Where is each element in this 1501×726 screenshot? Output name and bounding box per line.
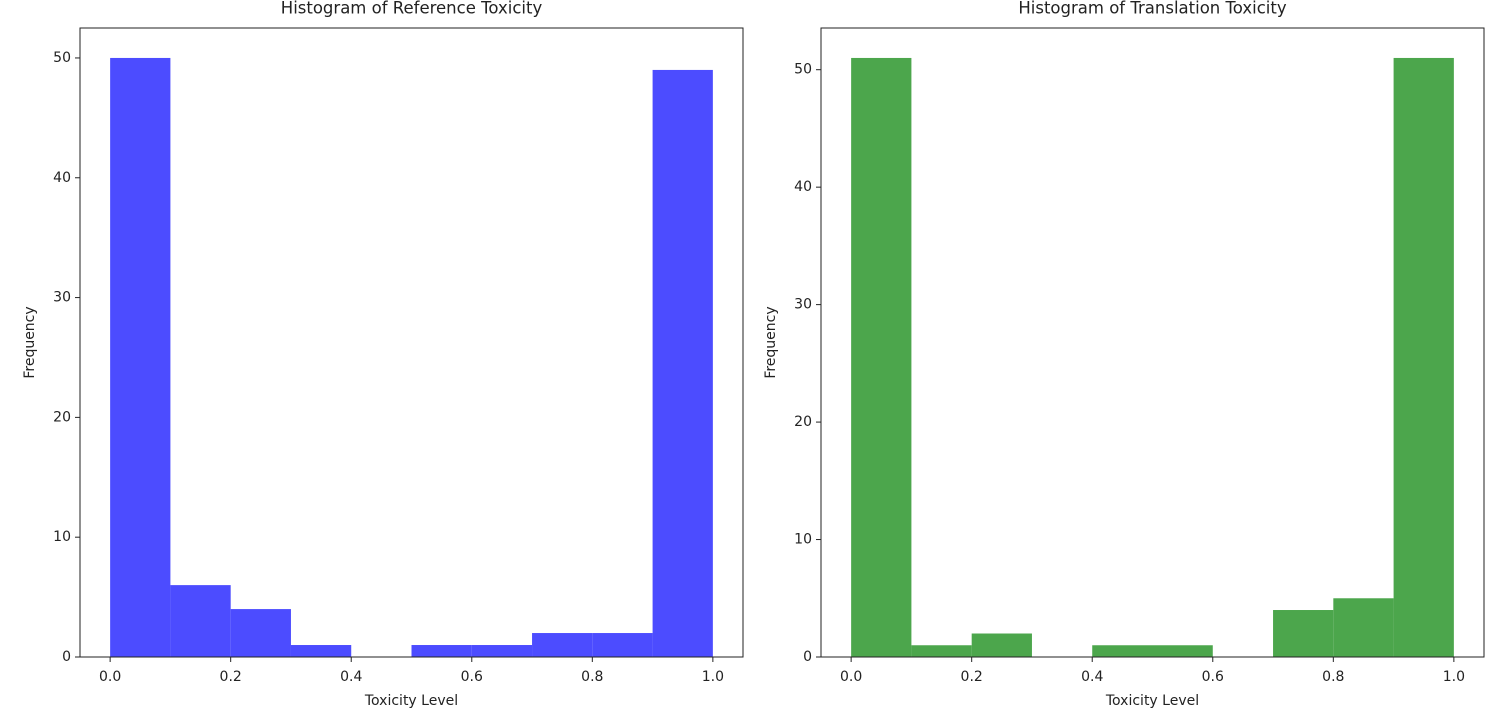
bar <box>1393 57 1454 657</box>
bar <box>1273 610 1334 657</box>
x-tick-label: 0.2 <box>220 669 242 685</box>
y-tick-label: 0 <box>803 649 812 665</box>
bar <box>851 57 912 657</box>
y-tick-label: 10 <box>794 532 812 548</box>
y-tick-label: 40 <box>794 179 812 195</box>
bar <box>230 609 291 657</box>
bar <box>1152 645 1213 657</box>
bar <box>411 645 472 657</box>
x-tick-label: 0.0 <box>99 669 121 685</box>
chart-title: Histogram of Reference Toxicity <box>281 0 543 18</box>
x-axis-label: Toxicity Level <box>364 693 458 709</box>
y-tick-label: 30 <box>794 297 812 313</box>
y-tick-label: 50 <box>53 50 71 66</box>
bar <box>1092 645 1153 657</box>
y-tick-label: 40 <box>53 170 71 186</box>
x-axis-label: Toxicity Level <box>1105 693 1199 709</box>
y-tick-label: 20 <box>794 414 812 430</box>
axes-frame <box>820 27 1485 658</box>
y-axis-label: Frequency <box>22 306 38 378</box>
x-tick-label: 1.0 <box>702 669 724 685</box>
y-tick-label: 30 <box>53 290 71 306</box>
y-tick-label: 0 <box>62 649 71 665</box>
bar <box>1333 598 1394 657</box>
chart-title: Histogram of Translation Toxicity <box>1018 0 1286 18</box>
x-tick-label: 0.4 <box>1081 669 1103 685</box>
x-tick-label: 0.2 <box>961 669 983 685</box>
x-tick-label: 0.8 <box>581 669 603 685</box>
bar <box>170 585 231 657</box>
bar <box>911 645 972 657</box>
bar <box>471 645 533 657</box>
y-tick-label: 50 <box>794 62 812 78</box>
y-tick-label: 10 <box>53 529 71 545</box>
x-tick-label: 0.6 <box>461 669 483 685</box>
bar <box>532 633 593 657</box>
bar <box>290 645 352 657</box>
x-tick-label: 0.8 <box>1322 669 1344 685</box>
x-tick-label: 0.4 <box>340 669 362 685</box>
y-tick-label: 20 <box>53 409 71 425</box>
bar <box>592 633 653 657</box>
x-tick-label: 0.6 <box>1202 669 1224 685</box>
axes-frame <box>79 27 744 658</box>
bar <box>971 633 1032 657</box>
x-tick-label: 1.0 <box>1443 669 1465 685</box>
x-tick-label: 0.0 <box>840 669 862 685</box>
bar <box>652 69 713 657</box>
bar <box>110 57 171 657</box>
y-axis-label: Frequency <box>763 306 779 378</box>
